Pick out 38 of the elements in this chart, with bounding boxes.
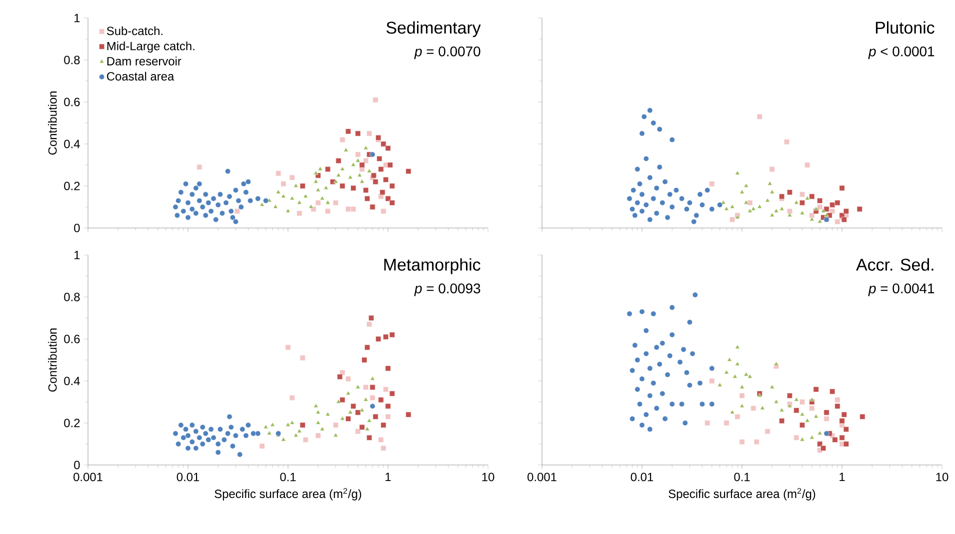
y-tick-label: 1 bbox=[74, 250, 80, 260]
x-tick-label: 10 bbox=[936, 472, 948, 482]
y-tick-label: 0 bbox=[74, 224, 80, 232]
x-tick-label: 0.01 bbox=[630, 472, 654, 482]
y-tick-label: 0 bbox=[74, 460, 80, 470]
x-axis-title: Specific surface area (m$^{2}$/g) bbox=[668, 488, 816, 500]
x-tick-label: 1 bbox=[386, 472, 391, 481]
annotation: Plutonic bbox=[876, 21, 934, 34]
annotation: Metamorphic bbox=[384, 258, 480, 274]
legend-label: Sub-catch. bbox=[106, 26, 162, 36]
annotation: p = 0.0070 bbox=[414, 46, 480, 60]
y-tick-label: 0.6 bbox=[64, 98, 80, 106]
x-axis-title: Specific surface area (m$^{2}$/g) bbox=[214, 488, 362, 500]
x-tick-label: 0.01 bbox=[176, 472, 200, 482]
legend-label: Dam reservoir bbox=[107, 56, 182, 66]
y-tick-label: 0.8 bbox=[64, 292, 80, 302]
x-tick-label: 0.1 bbox=[280, 472, 296, 482]
x-tick-label: 0.001 bbox=[74, 472, 102, 482]
x-tick-label: 0.1 bbox=[734, 472, 750, 482]
y-axis-title: Contribution bbox=[48, 92, 57, 155]
y-tick-label: 1 bbox=[74, 14, 80, 22]
x-tick-label: 10 bbox=[482, 472, 494, 482]
y-axis-title: Contribution bbox=[48, 328, 57, 392]
y-tick-label: 0.2 bbox=[64, 182, 80, 190]
y-tick-label: 0.4 bbox=[64, 376, 80, 386]
x-tick-label: 0.001 bbox=[528, 472, 556, 482]
annotation: p < 0.0001 bbox=[868, 46, 934, 60]
y-tick-label: 0.8 bbox=[64, 56, 80, 64]
legend-label: Mid-Large catch. bbox=[107, 42, 194, 53]
annotation: p = 0.0093 bbox=[414, 283, 480, 296]
x-tick-label: 1 bbox=[840, 472, 845, 481]
y-tick-label: 0.6 bbox=[64, 334, 80, 344]
annotation: Accr. Sed. bbox=[856, 258, 934, 271]
y-tick-label: 0.4 bbox=[64, 140, 80, 148]
y-tick-label: 0.2 bbox=[64, 418, 80, 428]
legend-label: Coastal area bbox=[106, 72, 174, 81]
annotation: p = 0.0041 bbox=[868, 283, 934, 296]
annotation: Sedimentary bbox=[386, 21, 481, 38]
